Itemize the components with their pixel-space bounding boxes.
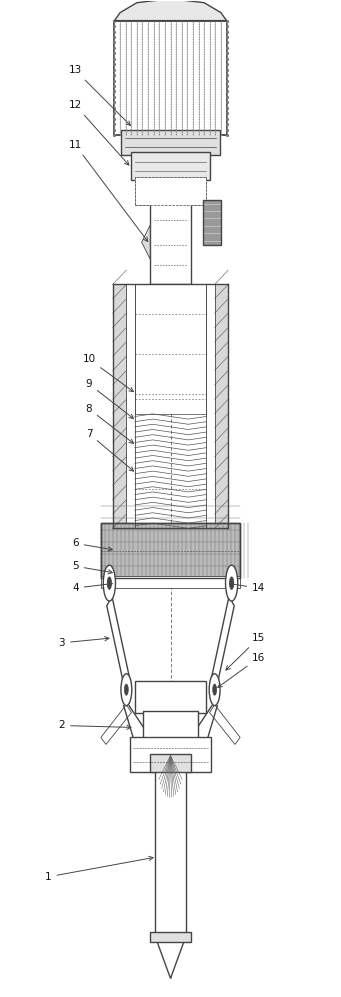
Polygon shape bbox=[115, 0, 226, 21]
Polygon shape bbox=[155, 936, 186, 978]
Circle shape bbox=[121, 674, 132, 706]
Text: 16: 16 bbox=[218, 653, 265, 687]
Bar bbox=[101, 523, 240, 578]
Bar bbox=[214, 284, 228, 528]
Text: 8: 8 bbox=[86, 404, 133, 444]
Text: 5: 5 bbox=[72, 561, 112, 574]
Bar bbox=[150, 199, 191, 284]
Polygon shape bbox=[101, 705, 131, 745]
Circle shape bbox=[229, 577, 234, 589]
Text: 3: 3 bbox=[59, 637, 109, 648]
Bar bbox=[135, 176, 206, 204]
Text: 10: 10 bbox=[83, 354, 133, 392]
Text: 11: 11 bbox=[69, 140, 148, 241]
Circle shape bbox=[213, 684, 217, 695]
Bar bbox=[155, 763, 186, 936]
Polygon shape bbox=[107, 596, 131, 693]
Bar bbox=[143, 711, 198, 743]
Circle shape bbox=[103, 565, 116, 601]
Bar bbox=[130, 738, 211, 773]
Bar bbox=[135, 681, 206, 713]
Bar bbox=[150, 931, 191, 941]
Circle shape bbox=[209, 674, 220, 706]
Text: 6: 6 bbox=[72, 538, 112, 551]
Text: 13: 13 bbox=[69, 66, 130, 126]
Bar bbox=[113, 284, 127, 528]
Bar bbox=[101, 523, 240, 578]
Bar bbox=[115, 21, 226, 136]
Bar bbox=[203, 199, 221, 244]
Text: 14: 14 bbox=[229, 582, 265, 593]
Text: 2: 2 bbox=[59, 721, 131, 731]
Polygon shape bbox=[210, 596, 234, 693]
Polygon shape bbox=[210, 705, 240, 745]
Circle shape bbox=[107, 577, 112, 589]
Text: 15: 15 bbox=[226, 633, 265, 670]
Text: 4: 4 bbox=[72, 582, 112, 593]
Bar bbox=[101, 576, 240, 588]
Bar bbox=[135, 176, 206, 204]
Text: 7: 7 bbox=[86, 429, 134, 472]
Circle shape bbox=[124, 684, 128, 695]
Bar bbox=[135, 284, 206, 414]
Bar bbox=[150, 755, 191, 773]
Text: 9: 9 bbox=[86, 379, 133, 419]
Circle shape bbox=[225, 565, 238, 601]
Bar bbox=[131, 152, 210, 179]
Bar bbox=[121, 131, 220, 155]
Bar bbox=[135, 284, 206, 528]
Text: 12: 12 bbox=[69, 101, 129, 166]
Text: 1: 1 bbox=[45, 856, 153, 881]
Polygon shape bbox=[142, 225, 150, 259]
